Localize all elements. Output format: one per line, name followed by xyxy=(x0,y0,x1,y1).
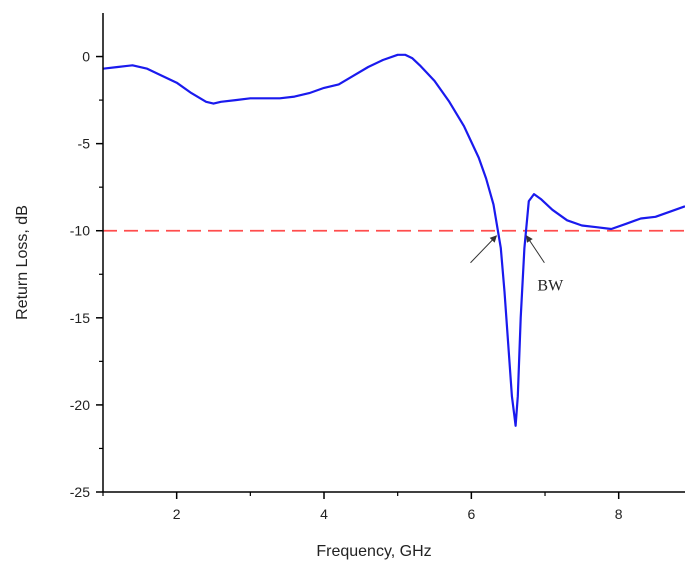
axes: Frequency, GHz Return Loss, dB 2 4 6 8 0 -5 -1… xyxy=(14,13,685,560)
y-tick-label: -25 xyxy=(70,484,90,500)
series-line-0 xyxy=(103,53,685,427)
x-tick-label: 2 xyxy=(173,506,181,522)
x-tick-label: 4 xyxy=(320,506,328,522)
y-tick-label: -20 xyxy=(70,397,90,413)
bw-arrow-left xyxy=(470,235,497,264)
bw-arrow-right xyxy=(525,235,545,264)
annotations: BW xyxy=(470,235,564,295)
bw-annotation-label: BW xyxy=(537,278,564,295)
y-tick-label: -5 xyxy=(78,136,91,152)
y-tick-label: -10 xyxy=(70,223,90,239)
x-tick-label: 8 xyxy=(615,506,623,522)
plot-area xyxy=(103,53,685,427)
x-axis-title: Frequency, GHz xyxy=(316,543,431,560)
y-axis-title: Return Loss, dB xyxy=(14,205,31,320)
y-tick-label: 0 xyxy=(82,49,90,65)
y-tick-label: -15 xyxy=(70,310,90,326)
x-tick-label: 6 xyxy=(467,506,475,522)
